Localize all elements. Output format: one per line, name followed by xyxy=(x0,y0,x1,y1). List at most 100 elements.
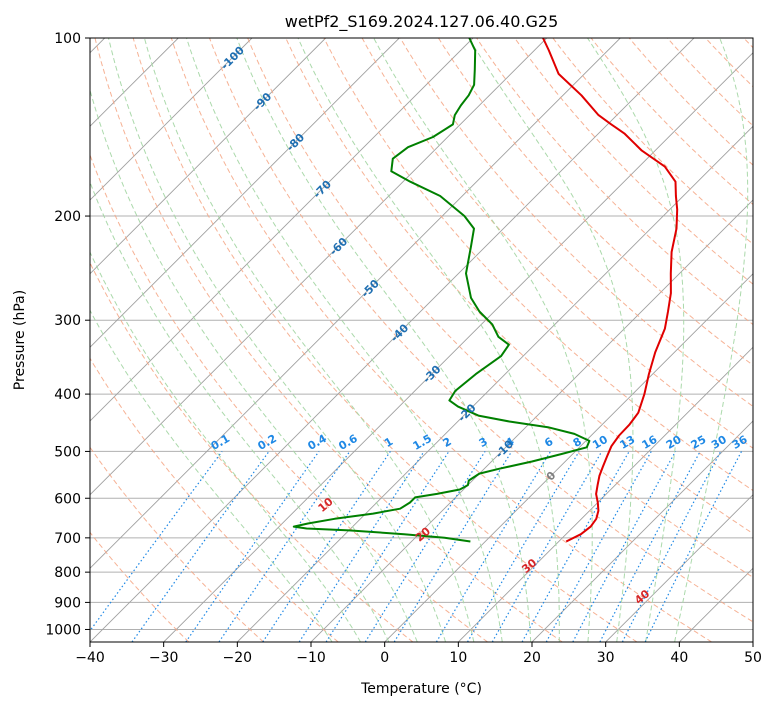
dry-adiabat-line xyxy=(285,38,753,535)
plot-frame xyxy=(89,37,754,643)
isotherm-label: -60 xyxy=(327,235,350,258)
mixing-ratio-line xyxy=(521,451,630,642)
dry-adiabat-label: 40 xyxy=(632,587,652,607)
moist-adiabat-line xyxy=(90,180,390,642)
moist-adiabat-line xyxy=(186,38,503,642)
dry-adiabat-line xyxy=(90,357,339,642)
isotherm-line xyxy=(90,38,474,422)
isotherm-line xyxy=(163,52,753,642)
y-tick-label: 500 xyxy=(54,444,81,460)
mixing-ratio-label: 25 xyxy=(689,433,709,452)
y-tick-label: 200 xyxy=(54,209,81,225)
y-tick-label: 400 xyxy=(54,387,81,403)
y-tick-label: 800 xyxy=(54,565,81,581)
y-tick-label: 700 xyxy=(54,531,81,547)
dry-adiabat-label: 30 xyxy=(519,556,539,576)
mixing-ratio-label: 10 xyxy=(590,433,610,452)
dry-adiabat-line xyxy=(514,38,753,285)
x-tick-label: 40 xyxy=(670,650,688,666)
isotherm-line xyxy=(752,641,753,642)
x-tick-label: 10 xyxy=(449,650,467,666)
temperature-line xyxy=(542,38,679,543)
dry-adiabat-line xyxy=(552,38,753,245)
x-tick-label: 0 xyxy=(380,650,389,666)
y-tick-label: 1000 xyxy=(45,622,81,638)
dry-adiabat-line xyxy=(323,38,753,492)
x-tick-label: −20 xyxy=(223,650,253,666)
mixing-ratio-label: 20 xyxy=(664,433,684,452)
chart-title: wetPf2_S169.2024.127.06.40.G25 xyxy=(285,12,559,32)
moist-adiabat-line xyxy=(90,88,418,642)
dry-adiabat-line xyxy=(90,261,414,642)
mixing-ratio-label: 1 xyxy=(382,435,395,450)
mixing-ratio-label: 13 xyxy=(618,433,638,452)
mixing-ratio-line xyxy=(572,451,677,642)
x-tick-label: 50 xyxy=(744,650,762,666)
dry-adiabat-line xyxy=(437,38,753,366)
moist-adiabat-line xyxy=(468,38,634,642)
mixing-ratio-label: 36 xyxy=(730,433,750,452)
mixing-ratio-label: 1.5 xyxy=(411,432,434,453)
isotherm-line xyxy=(90,38,621,569)
dry-adiabat-line xyxy=(132,38,638,642)
isotherm-label: -90 xyxy=(251,90,274,113)
x-tick-label: −10 xyxy=(296,650,326,666)
mixing-ratio-label: 2 xyxy=(441,435,454,450)
dry-adiabat-line xyxy=(361,38,753,449)
isotherm-line xyxy=(90,38,253,201)
isotherm-line xyxy=(457,346,753,642)
profile-lines xyxy=(292,38,679,543)
dry-adiabat-line xyxy=(170,38,712,642)
isotherm-line xyxy=(236,125,753,642)
y-axis-label: Pressure (hPa) xyxy=(12,290,28,390)
mixing-ratio-line xyxy=(262,451,391,642)
isotherm-label: -80 xyxy=(284,131,307,154)
x-tick-label: −40 xyxy=(75,650,105,666)
isotherm-label: -50 xyxy=(359,277,382,300)
moist-adiabat-line xyxy=(674,38,749,642)
moist-adiabat-line xyxy=(236,38,532,642)
isotherm-line xyxy=(384,273,753,642)
isotherm-line xyxy=(90,38,695,642)
moist-adiabat-line xyxy=(297,38,560,642)
dry-adiabat-line xyxy=(743,38,753,49)
isotherm-label: -70 xyxy=(311,177,334,200)
mixing-ratio-label: 3 xyxy=(477,435,490,450)
dry-adiabat-line xyxy=(90,446,264,642)
x-tick-label: 30 xyxy=(597,650,615,666)
isotherm-line xyxy=(90,38,400,348)
isotherm-line xyxy=(90,38,327,275)
dry-adiabat-line xyxy=(90,531,190,642)
y-tick-label: 900 xyxy=(54,595,81,611)
moist-adiabat-line xyxy=(373,38,593,642)
isotherm-line xyxy=(531,420,753,642)
moist-adiabat-line xyxy=(108,38,446,642)
dry-adiabat-line xyxy=(705,38,753,88)
isotherm-line xyxy=(310,199,753,642)
x-tick-label: 20 xyxy=(523,650,541,666)
mixing-ratio-line xyxy=(644,451,743,642)
mixing-ratio-label: 6 xyxy=(542,435,555,450)
dry-adiabat-line xyxy=(399,38,753,408)
x-axis-label: Temperature (°C) xyxy=(360,681,482,697)
mixing-ratio-label: 16 xyxy=(640,433,660,452)
y-tick-label: 300 xyxy=(54,313,81,329)
x-axis-ticks: −40 −30 −20 −10 0 10 20 30 40 50 xyxy=(75,642,762,666)
background-lines xyxy=(90,38,753,642)
dry-adiabat-line xyxy=(209,38,753,623)
mixing-ratio-line xyxy=(325,451,450,642)
isotherm-label: 0 xyxy=(544,469,559,484)
mixing-ratio-label: 30 xyxy=(709,433,729,452)
mixing-ratio-label: 0.1 xyxy=(209,432,232,453)
dry-adiabat-line xyxy=(476,38,753,326)
moist-adiabat-line xyxy=(143,38,475,642)
mixing-ratio-line xyxy=(131,451,270,642)
moist-adiabat-line xyxy=(587,38,685,642)
mixing-ratio-line xyxy=(90,451,223,632)
dry-adiabat-label: 20 xyxy=(413,524,433,544)
isotherm-line xyxy=(90,38,548,496)
dry-adiabat-line xyxy=(247,38,753,578)
x-tick-label: −30 xyxy=(149,650,179,666)
moist-adiabat-line xyxy=(90,251,362,642)
